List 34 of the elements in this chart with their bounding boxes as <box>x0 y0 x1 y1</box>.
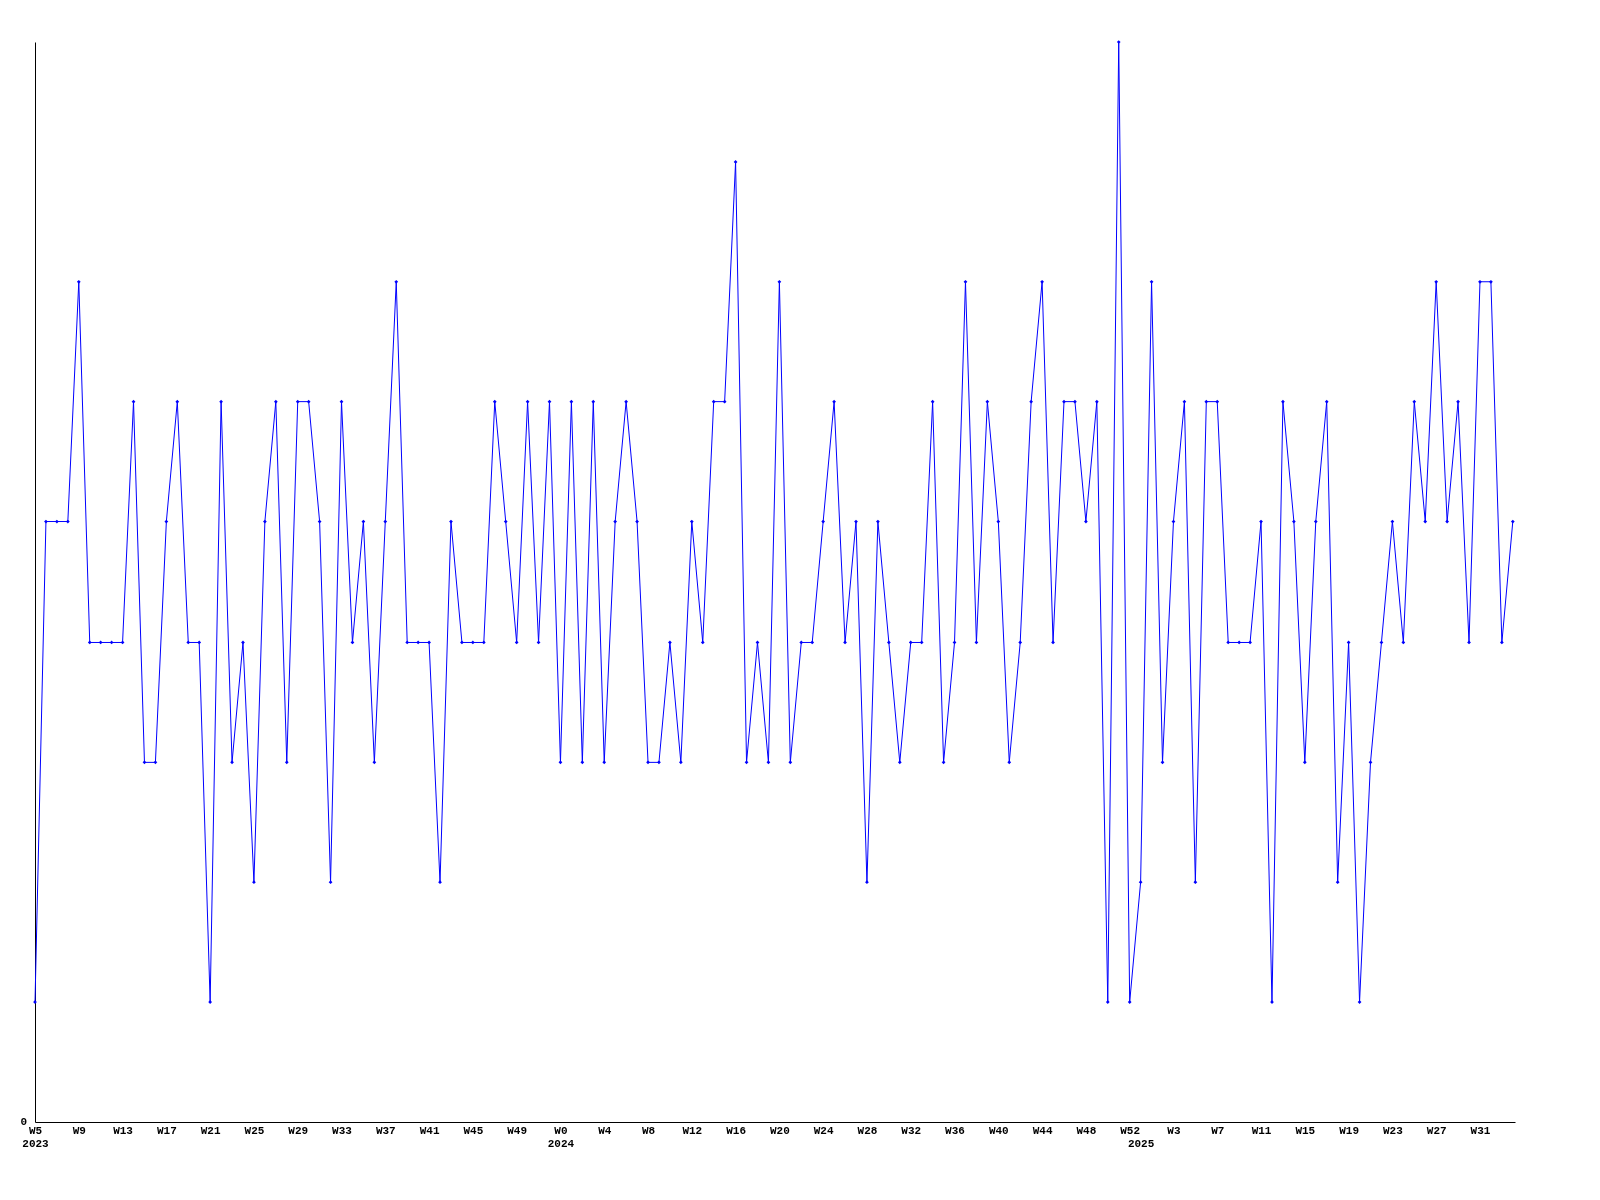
x-tick-label: W31 <box>1470 1124 1491 1137</box>
x-tick-label: W20 <box>769 1124 790 1137</box>
x-tick-label: W52 <box>1120 1124 1141 1137</box>
x-tick-label: W4 <box>598 1124 612 1137</box>
x-tick-label: W3 <box>1167 1124 1181 1137</box>
x-tick-label: W7 <box>1211 1124 1225 1137</box>
x-tick-label: W21 <box>200 1124 221 1137</box>
x-tick-label: W15 <box>1295 1124 1316 1137</box>
x-tick-label: W32 <box>901 1124 922 1137</box>
x-tick-label: W11 <box>1251 1124 1272 1137</box>
x-tick-label: W25 <box>244 1124 265 1137</box>
x-tick-label: W41 <box>419 1124 440 1137</box>
x-tick-label: W24 <box>813 1124 834 1137</box>
x-tick-label: W8 <box>641 1124 656 1137</box>
x-tick-label: W48 <box>1076 1124 1097 1137</box>
x-tick-label: W23 <box>1382 1124 1404 1137</box>
x-tick-label: W9 <box>72 1124 86 1137</box>
x-tick-label: W33 <box>332 1124 353 1137</box>
x-tick-label: W28 <box>857 1124 878 1137</box>
x-tick-label: W40 <box>988 1124 1009 1137</box>
x-tick-label: W12 <box>682 1124 703 1137</box>
x-tick-label: W16 <box>726 1124 746 1137</box>
x-tick-label: W19 <box>1339 1124 1360 1137</box>
x-tick-label: W45 <box>463 1124 484 1137</box>
x-tick-label: W36 <box>945 1124 965 1137</box>
x-tick-label: W37 <box>375 1124 396 1137</box>
x-tick-label: W17 <box>156 1124 177 1137</box>
x-tick-label: W27 <box>1426 1124 1447 1137</box>
x-tick-label: W29 <box>288 1124 309 1137</box>
x-tick-label: W0 2024 <box>547 1124 575 1150</box>
x-tick-label: W13 <box>113 1124 134 1137</box>
x-tick-label: W44 <box>1032 1124 1053 1137</box>
x-tick-label: 2025 <box>1127 1137 1155 1150</box>
x-tick-label: W49 <box>507 1124 528 1137</box>
